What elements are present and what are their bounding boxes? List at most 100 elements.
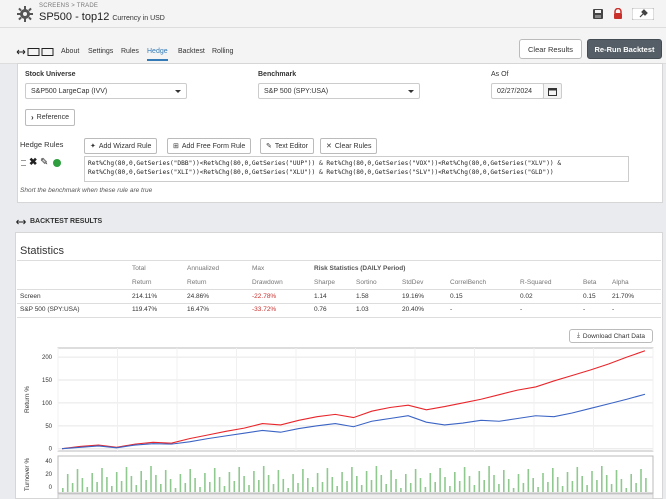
delete-rule-icon[interactable]: ✖ (29, 157, 38, 168)
turnover-bar (429, 473, 432, 492)
navigator-bar (57, 493, 654, 499)
turnover-bar (233, 481, 236, 492)
turnover-bar (213, 468, 216, 492)
turnover-bar (405, 474, 407, 492)
turnover-bar (395, 479, 397, 492)
clear-rules-button[interactable]: ✕ Clear Rules (320, 138, 378, 154)
expand-icon[interactable] (16, 48, 54, 56)
hdr-stddev: StdDev (402, 279, 424, 286)
turnover-bar (591, 471, 593, 492)
turnover-bar (209, 482, 211, 492)
lock-icon[interactable] (612, 8, 624, 20)
tab-backtest[interactable]: Backtest (178, 48, 205, 55)
turnover-bar (155, 475, 157, 492)
benchmark-select[interactable]: S&P 500 (SPY:USA) (258, 83, 420, 99)
stock-universe-select[interactable]: S&P500 LargeCap (IVV) (25, 83, 187, 99)
tab-hedge[interactable]: Hedge (147, 48, 168, 61)
turnover-bar (218, 477, 221, 492)
turnover-bar (267, 475, 270, 492)
rule-status-icon[interactable] (53, 159, 61, 167)
table-cell: 1.14 (314, 293, 327, 300)
turnover-bar (120, 481, 123, 492)
table-cell: 20.40% (402, 306, 425, 313)
hdr-sharpe: Sharpe (314, 279, 335, 286)
y-tick-label: 50 (45, 424, 52, 430)
hedge-rule-text[interactable]: Ret%Chg(80,0,GetSeries("DBB"))<Ret%Chg(8… (84, 156, 629, 182)
turnover-bar (194, 478, 196, 492)
reference-button[interactable]: › Reference (25, 109, 75, 126)
turnover-bar (424, 487, 427, 492)
download-chart-data-button[interactable]: ⤓ Download Chart Data (569, 329, 653, 343)
turnover-bar (282, 479, 285, 492)
turnover-tick-label: 40 (45, 459, 52, 465)
turnover-bar (307, 478, 309, 492)
hdr-sortino: Sortino (356, 279, 377, 286)
benchmark-label: Benchmark (258, 71, 297, 78)
add-wizard-rule-button[interactable]: ✦ Add Wizard Rule (84, 138, 158, 154)
turnover-bar (135, 485, 138, 492)
breadcrumb[interactable]: SCREENS > TRADE (39, 3, 99, 9)
expand-arrows-icon[interactable] (16, 219, 26, 225)
turnover-bar (316, 473, 319, 492)
turnover-bar (145, 480, 147, 492)
download-label: Download Chart Data (582, 332, 646, 340)
turnover-bar (164, 470, 167, 492)
turnover-bar (375, 466, 378, 492)
calendar-button[interactable] (543, 83, 562, 99)
turnover-bar (189, 469, 191, 492)
table-cell: 16.47% (187, 306, 210, 313)
turnover-bar (311, 487, 314, 492)
turnover-bar (81, 478, 84, 492)
turnover-bar (507, 479, 510, 492)
table-cell: 19.16% (402, 293, 425, 300)
turnover-bar (512, 488, 515, 492)
save-icon[interactable] (592, 8, 604, 20)
calendar-icon (548, 87, 557, 96)
pin-icon[interactable] (632, 8, 654, 20)
tab-settings[interactable]: Settings (88, 48, 114, 55)
turnover-bar (630, 474, 632, 492)
turnover-bar (91, 473, 93, 492)
clear-results-button[interactable]: Clear Results (519, 39, 582, 59)
turnover-bar (277, 470, 280, 492)
table-cell: 119.47% (132, 306, 158, 313)
table-cell: 24.86% (187, 293, 210, 300)
turnover-bar (625, 488, 628, 492)
drag-handle-icon[interactable] (21, 160, 26, 166)
turnover-bar (238, 467, 240, 492)
rule-line-2: Ret%Chg(80,0,GetSeries("XLI"))<Ret%Chg(8… (88, 169, 554, 176)
y-tick-label: 150 (42, 378, 53, 384)
turnover-bar (527, 469, 530, 492)
as-of-date-input[interactable]: 02/27/2024 (491, 83, 544, 99)
y-tick-label: 0 (49, 447, 53, 453)
turnover-bar (605, 475, 608, 492)
table-cell: - (583, 306, 586, 313)
as-of-value: 02/27/2024 (497, 87, 533, 95)
text-editor-button[interactable]: ✎ Text Editor (260, 138, 314, 154)
edit-rule-icon[interactable]: ✎ (40, 157, 49, 168)
tab-about[interactable]: About (61, 48, 80, 55)
reference-label: Reference (36, 114, 69, 121)
rerun-backtest-button[interactable]: Re-Run Backtest (587, 39, 662, 59)
turnover-bar (414, 469, 417, 492)
turnover-bar (174, 488, 177, 492)
add-free-form-rule-button[interactable]: ⊞ Add Free Form Rule (167, 138, 252, 154)
tab-rolling[interactable]: Rolling (212, 48, 234, 55)
tab-rules[interactable]: Rules (121, 48, 139, 55)
table-cell: 21.70% (612, 293, 635, 300)
turnover-bar (478, 471, 481, 492)
turnover-area (57, 455, 654, 494)
turnover-bar (390, 470, 392, 492)
turnover-bar (458, 481, 461, 492)
turnover-bar (635, 483, 637, 492)
gear-icon[interactable] (17, 6, 33, 22)
turnover-bar (601, 466, 603, 492)
y-axis-label: Return % (24, 386, 31, 413)
turnover-bar (576, 467, 579, 492)
turnover-tick-label: 20 (45, 472, 52, 478)
add-wizard-rule-label: Add Wizard Rule (98, 142, 152, 150)
turnover-bar (140, 471, 142, 492)
turnover-bar (449, 486, 451, 492)
hdr-risk: Risk Statistics (DAILY Period) (314, 265, 406, 272)
